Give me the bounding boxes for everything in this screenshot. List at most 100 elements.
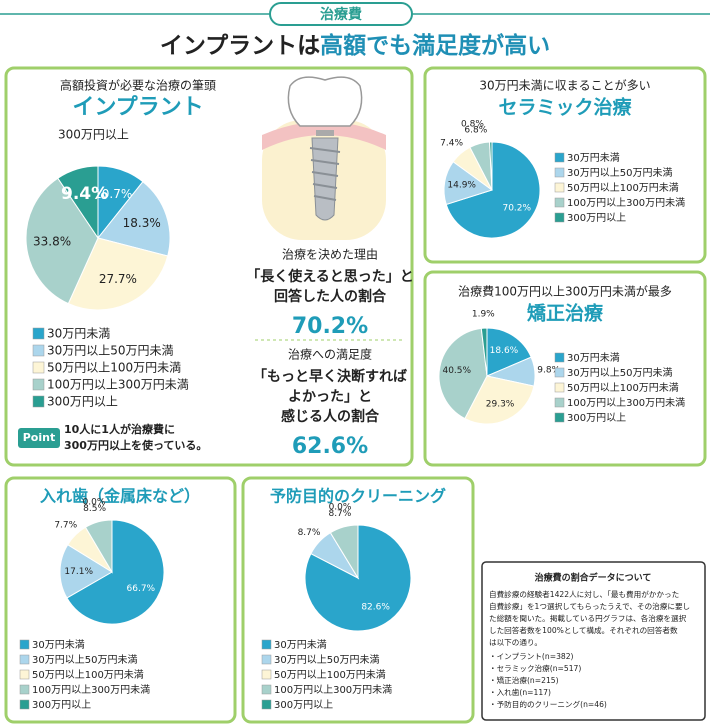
note-box: [481, 561, 706, 721]
point-text: 300万円以上を使っている。: [64, 438, 207, 452]
value-label: 8.7%: [298, 528, 321, 538]
legend-label: 30万円以上50万円未満: [32, 654, 137, 666]
legend-swatch: [554, 412, 565, 423]
note-item: ・インプラント(n=382): [489, 652, 574, 661]
value-label: 17.1%: [64, 567, 93, 577]
legend-label: 300万円以上: [274, 699, 333, 711]
pie-slice: [489, 141, 493, 191]
stat-figure: 62.6%: [292, 434, 368, 459]
legend-label: 50万円以上100万円未満: [567, 182, 679, 194]
legend-swatch: [261, 669, 272, 680]
pie-slice: [464, 375, 535, 425]
chart-title: セラミック治療: [498, 96, 632, 119]
value-label: 29.3%: [486, 399, 515, 409]
pie-slice: [480, 327, 488, 377]
legend-swatch: [554, 182, 565, 193]
value-label: 14.9%: [447, 181, 476, 191]
note-line: た総額を聞いた。掲載している円グラフは、各治療を選択: [489, 613, 687, 623]
legend-label: 300万円以上: [47, 395, 118, 409]
pie-slice: [438, 327, 488, 420]
value-label: 40.5%: [442, 366, 471, 376]
legend-swatch: [19, 654, 30, 665]
pie-slice: [57, 165, 99, 240]
legend-swatch: [554, 397, 565, 408]
legend-swatch: [32, 361, 45, 374]
value-label: 18.6%: [490, 346, 519, 356]
chart-title: インプラント: [72, 95, 203, 120]
stat-label: 治療への満足度: [288, 347, 372, 362]
header-tag-box: [269, 2, 413, 26]
note-item: ・矯正治療(n=215): [489, 675, 559, 685]
title-part: 高額でも満足度が高い: [320, 32, 550, 59]
note-line: は以下の通り。: [489, 637, 542, 647]
legend-label: 300万円以上: [32, 699, 91, 711]
value-label: 70.2%: [502, 204, 531, 214]
title-part: インプラントは: [160, 33, 320, 59]
legend-swatch: [554, 197, 565, 208]
pie-slice: [66, 519, 165, 625]
legend-label: 30万円未満: [47, 327, 110, 341]
value-label: 0.8%: [461, 120, 484, 130]
value-label: 27.7%: [99, 272, 137, 286]
note-item: ・セラミック治療(n=517): [489, 663, 581, 673]
legend-swatch: [19, 699, 30, 710]
legend-swatch: [554, 167, 565, 178]
legend-label: 300万円以上: [567, 412, 626, 424]
value-label: 7.7%: [54, 520, 77, 530]
pie-slice: [59, 544, 113, 599]
point-badge-box: [18, 428, 60, 448]
pie-slice: [67, 237, 169, 311]
chart-subtitle: 治療費100万円以上300万円未満が最多: [458, 284, 672, 299]
legend-swatch: [554, 212, 565, 223]
value-label: 10.7%: [94, 187, 132, 201]
stat-text: 感じる人の割合: [281, 408, 380, 425]
chart-title: 矯正治療: [527, 302, 604, 325]
legend-swatch: [261, 699, 272, 710]
stat-text: 回答した人の割合: [274, 288, 387, 305]
chart-title: 入れ歯（金属床など）: [40, 487, 200, 506]
value-label: 33.8%: [33, 234, 71, 248]
legend-swatch: [261, 639, 272, 650]
value-label: 0.0%: [83, 498, 106, 508]
legend-label: 300万円以上: [567, 212, 626, 224]
note-item: ・予防目的のクリーニング(n=46): [489, 699, 607, 709]
stat-text: 「もっと早く決断すれば: [253, 368, 407, 385]
pie-slice: [25, 177, 99, 305]
legend-swatch: [554, 382, 565, 393]
value-label: 9.4%: [61, 184, 108, 204]
legend-label: 30万円以上50万円未満: [47, 344, 174, 358]
value-label: 7.4%: [440, 138, 463, 148]
legend-label: 30万円以上50万円未満: [274, 654, 379, 666]
legend-swatch: [19, 639, 30, 650]
legend-swatch: [261, 654, 272, 665]
legend-label: 50万円以上100万円未満: [32, 669, 144, 681]
value-label: 9.8%: [537, 366, 560, 376]
value-label: 8.7%: [328, 509, 351, 519]
note-title: 治療費の割合データについて: [535, 572, 652, 584]
header-tag: 治療費: [320, 6, 362, 23]
stat-figure: 70.2%: [292, 314, 368, 339]
legend-label: 30万円未満: [32, 639, 85, 651]
legend-swatch: [554, 352, 565, 363]
value-label: 66.7%: [127, 584, 156, 594]
chart-title: 予防目的のクリーニング: [270, 487, 446, 506]
note-item: ・入れ歯(n=117): [489, 687, 551, 697]
legend-label: 100万円以上300万円未満: [274, 684, 392, 696]
legend-label: 30万円以上50万円未満: [567, 367, 672, 379]
legend-label: 100万円以上300万円未満: [47, 378, 189, 392]
legend-label: 50万円以上100万円未満: [274, 669, 386, 681]
stat-text: よかった」と: [288, 389, 372, 405]
legend-label: 30万円未満: [567, 152, 620, 164]
value-label: 82.6%: [361, 602, 390, 612]
point-badge: Point: [23, 431, 55, 444]
note-line: した回答者数を100%として構成。それぞれの回答者数: [489, 625, 678, 635]
pie-slice: [486, 327, 532, 377]
legend-swatch: [554, 367, 565, 378]
legend-swatch: [32, 327, 45, 340]
stat-label: 治療を決めた理由: [282, 248, 378, 262]
legend-swatch: [19, 684, 30, 695]
legend-swatch: [261, 684, 272, 695]
legend-swatch: [32, 344, 45, 357]
legend-label: 30万円未満: [567, 352, 620, 364]
